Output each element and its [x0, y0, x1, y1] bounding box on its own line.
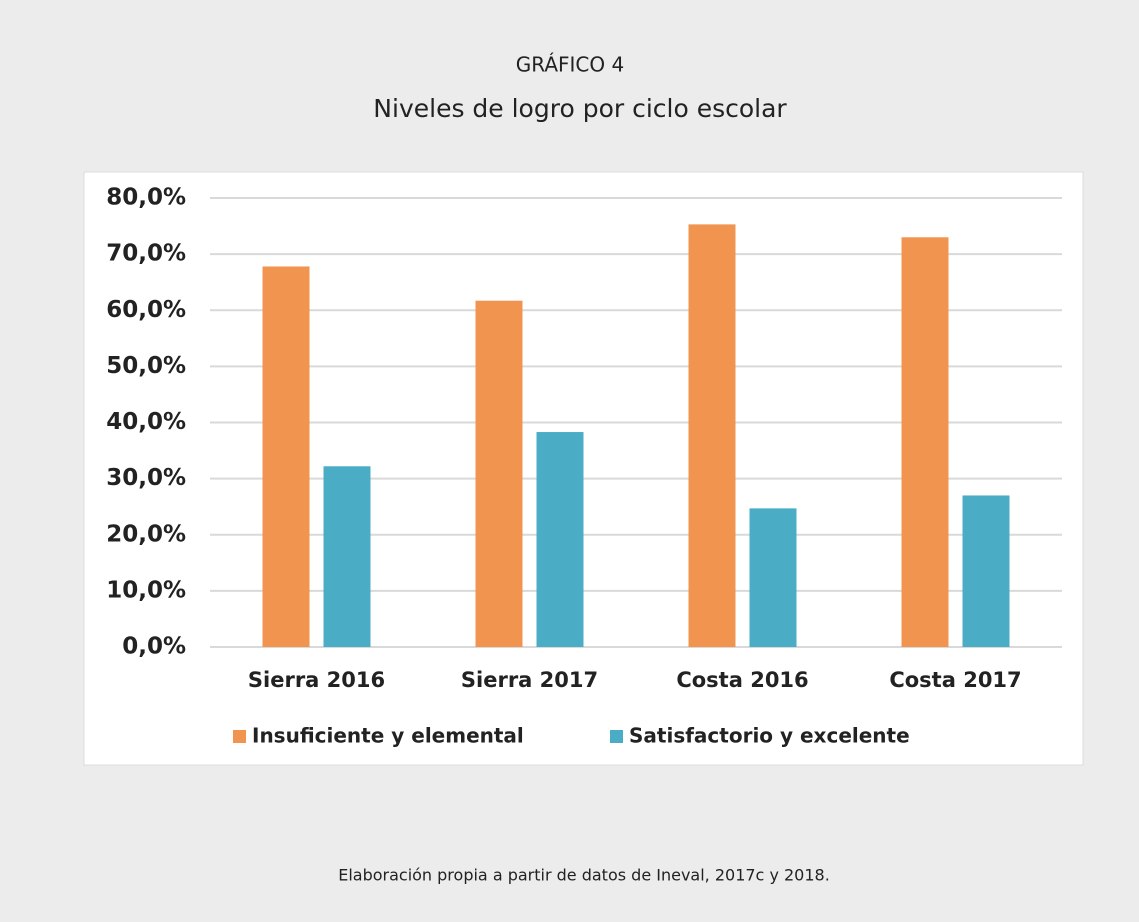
bar: [475, 300, 523, 647]
bar: [688, 224, 736, 647]
bar: [901, 237, 949, 647]
source-note: Elaboración propia a partir de datos de …: [338, 866, 830, 885]
y-tick-label: 40,0%: [106, 409, 186, 435]
bar: [262, 266, 310, 647]
bar: [962, 495, 1010, 647]
y-tick-label: 30,0%: [106, 465, 186, 491]
y-tick-label: 20,0%: [106, 521, 186, 547]
legend-label: Insuficiente y elemental: [252, 724, 524, 748]
chart-subtitle: Niveles de logro por ciclo escolar: [373, 94, 787, 123]
y-tick-label: 80,0%: [106, 185, 186, 211]
x-tick-label: Costa 2017: [889, 668, 1021, 692]
y-tick-label: 60,0%: [106, 297, 186, 323]
y-tick-label: 0,0%: [122, 634, 186, 660]
bar: [749, 508, 797, 647]
x-tick-label: Sierra 2016: [248, 668, 385, 692]
chart-title: GRÁFICO 4: [516, 53, 624, 77]
legend-swatch: [610, 730, 623, 743]
y-tick-label: 50,0%: [106, 353, 186, 379]
y-tick-label: 70,0%: [106, 241, 186, 267]
legend-swatch: [233, 730, 246, 743]
x-tick-label: Sierra 2017: [461, 668, 598, 692]
legend-label: Satisfactorio y excelente: [629, 724, 910, 748]
x-tick-label: Costa 2016: [676, 668, 808, 692]
bar: [536, 432, 584, 647]
bar: [323, 466, 371, 647]
y-tick-label: 10,0%: [106, 577, 186, 603]
